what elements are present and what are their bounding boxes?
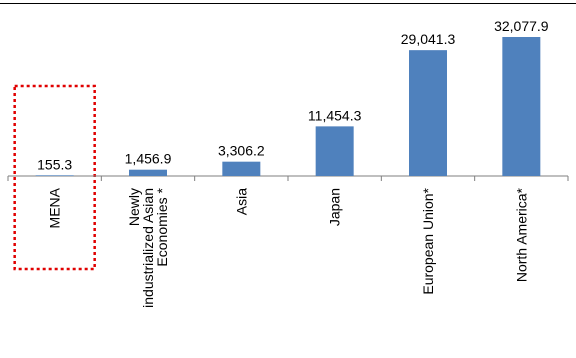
x-tick-label: Asia (233, 188, 249, 215)
x-tick-label-line: Asia (233, 188, 249, 215)
data-label: 3,306.2 (218, 143, 265, 159)
data-label: 29,041.3 (401, 31, 456, 47)
x-tick-label: Japan (327, 188, 343, 226)
x-tick-label-line: industrialized Asian (140, 188, 156, 308)
x-tick-label: North America* (513, 187, 529, 282)
bar (129, 169, 167, 176)
data-label: 155.3 (37, 156, 72, 172)
bar (222, 161, 261, 176)
bar (315, 126, 354, 176)
axis-layer (7, 175, 569, 181)
x-tick-label-line: Japan (327, 188, 343, 226)
bar (35, 175, 74, 176)
bar (502, 37, 541, 176)
highlight-box (13, 84, 96, 271)
x-tick-label: MENA (47, 187, 63, 228)
x-tick-label-line: Newly (126, 188, 142, 226)
data-label: 32,077.9 (494, 18, 549, 34)
data-label: 1,456.9 (125, 151, 172, 167)
value-labels-layer: 155.3 1,456.9 3,306.2 11,454.3 29,041.3 32,07… (37, 18, 549, 172)
x-tick-label: European Union* (420, 187, 436, 294)
highlight-layer (13, 84, 96, 271)
x-tick-label-line: Economies * (154, 187, 170, 266)
top-rule (0, 3, 576, 4)
x-tick-label-line: European Union* (420, 187, 436, 294)
bar (409, 50, 447, 176)
data-label: 11,454.3 (308, 107, 362, 123)
bars-layer (35, 37, 541, 176)
x-tick-label-line: MENA (47, 187, 63, 228)
x-tick-label-line: North America* (513, 187, 529, 282)
